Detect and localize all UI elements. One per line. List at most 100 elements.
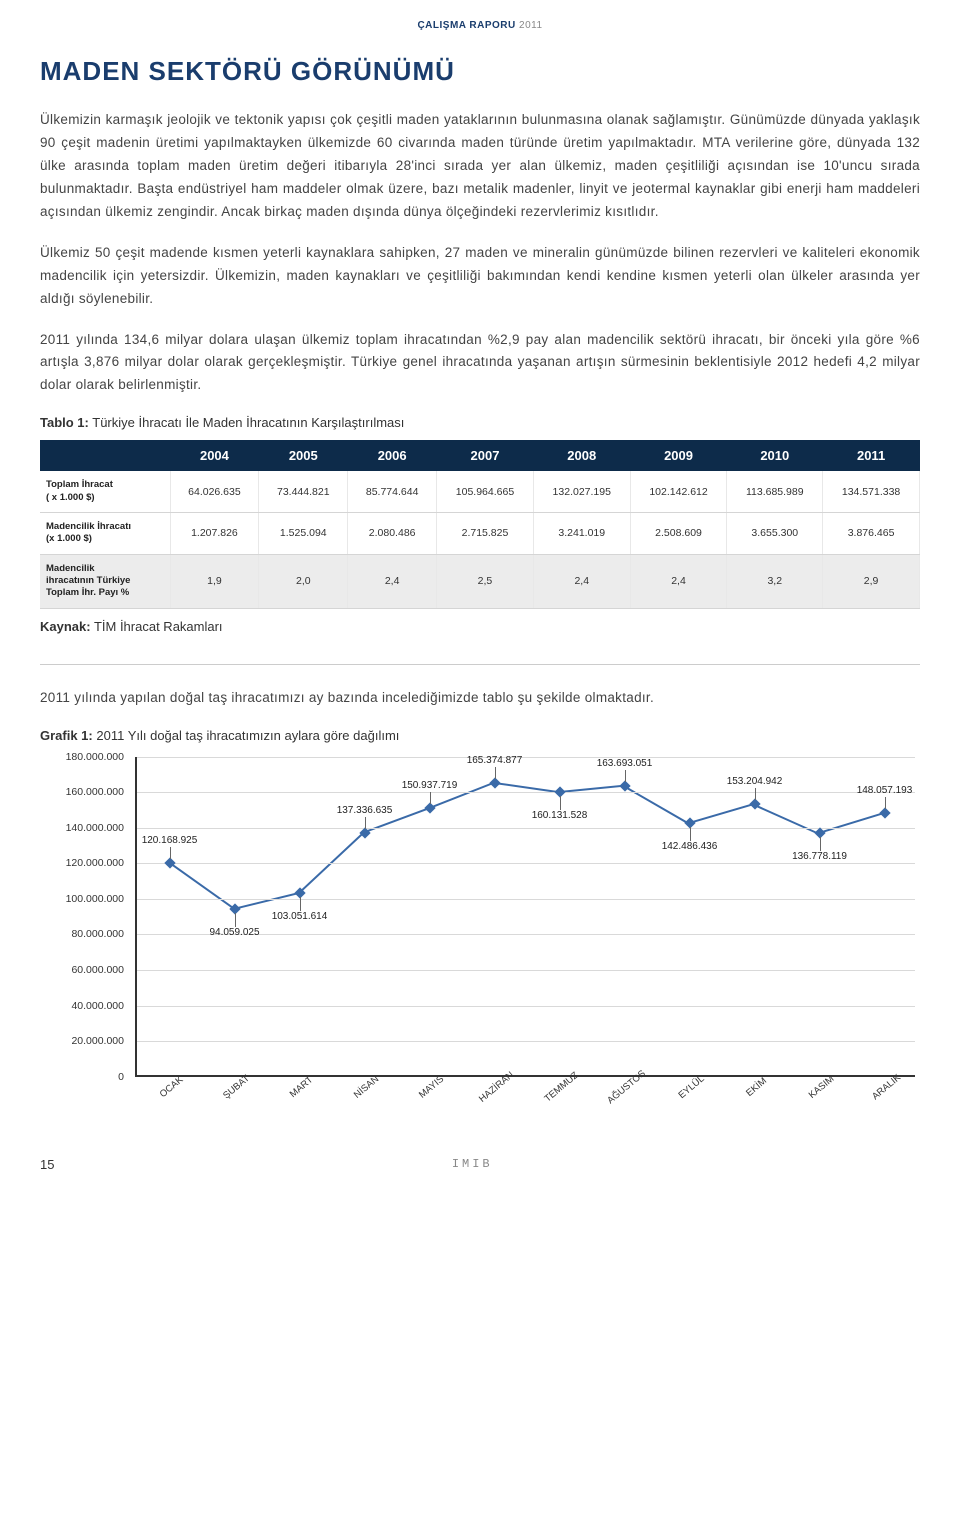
table-row: Madencilikihracatının TürkiyeToplam İhr.… bbox=[40, 554, 920, 608]
chart1-leader bbox=[885, 797, 886, 809]
separator bbox=[40, 664, 920, 665]
table1-cell: 2,4 bbox=[348, 554, 437, 608]
table1-year-header: 2008 bbox=[533, 440, 630, 471]
chart1-ytick: 180.000.000 bbox=[40, 751, 130, 763]
chart1-gridline bbox=[137, 757, 915, 758]
chart1-line bbox=[137, 757, 915, 1075]
chart1-caption: Grafik 1: 2011 Yılı doğal taş ihracatımı… bbox=[40, 728, 920, 743]
table1-cell: 3,2 bbox=[727, 554, 823, 608]
page-title: MADEN SEKTÖRÜ GÖRÜNÜMÜ bbox=[40, 56, 920, 87]
table1-year-header: 2004 bbox=[170, 440, 259, 471]
report-header: ÇALIŞMA RAPORU 2011 bbox=[40, 20, 920, 31]
table1-cell: 2,4 bbox=[533, 554, 630, 608]
chart1-xlabel: OCAK bbox=[157, 1074, 185, 1100]
paragraph-after-table: 2011 yılında yapılan doğal taş ihracatım… bbox=[40, 687, 920, 710]
table1-row-label: Madencilik İhracatı(x 1.000 $) bbox=[40, 513, 170, 555]
table1-cell: 85.774.644 bbox=[348, 471, 437, 512]
chart1-ytick: 140.000.000 bbox=[40, 822, 130, 834]
chart1-caption-bold: Grafik 1: bbox=[40, 728, 93, 743]
table1-caption-rest: Türkiye İhracatı İle Maden İhracatının K… bbox=[89, 415, 405, 430]
chart1-ytick: 0 bbox=[40, 1071, 130, 1083]
chart1-gridline bbox=[137, 1006, 915, 1007]
chart1-leader bbox=[690, 827, 691, 841]
table1-row-label: Toplam İhracat( x 1.000 $) bbox=[40, 471, 170, 512]
table1-cell: 105.964.665 bbox=[437, 471, 534, 512]
footer-logo: IMIB bbox=[74, 1157, 870, 1171]
chart1-ytick: 100.000.000 bbox=[40, 893, 130, 905]
table1-year-header: 2010 bbox=[727, 440, 823, 471]
table1-caption: Tablo 1: Türkiye İhracatı İle Maden İhra… bbox=[40, 415, 920, 430]
chart1-leader bbox=[430, 792, 431, 804]
table1-cell: 2,0 bbox=[259, 554, 348, 608]
table1-year-header: 2006 bbox=[348, 440, 437, 471]
table1-cell: 2,5 bbox=[437, 554, 534, 608]
chart1-ytick: 20.000.000 bbox=[40, 1035, 130, 1047]
chart1-xlabel: NİSAN bbox=[351, 1073, 380, 1100]
chart1-value-label: 94.059.025 bbox=[209, 927, 259, 938]
chart1-value-label: 142.486.436 bbox=[662, 841, 718, 852]
table1-cell: 3.241.019 bbox=[533, 513, 630, 555]
report-year: 2011 bbox=[519, 20, 543, 31]
chart1-leader bbox=[300, 897, 301, 911]
table1-cell: 1.525.094 bbox=[259, 513, 348, 555]
table1-cell: 134.571.338 bbox=[823, 471, 920, 512]
chart1: 0 20.000.000 40.000.000 60.000.000 80.000.00… bbox=[40, 757, 920, 1117]
chart1-value-label: 163.693.051 bbox=[597, 758, 653, 769]
chart1-xlabel: EKİM bbox=[744, 1075, 769, 1098]
chart1-gridline bbox=[137, 899, 915, 900]
chart1-ytick: 60.000.000 bbox=[40, 964, 130, 976]
chart1-value-label: 165.374.877 bbox=[467, 755, 523, 766]
table1-cell: 2,9 bbox=[823, 554, 920, 608]
chart1-value-label: 153.204.942 bbox=[727, 776, 783, 787]
chart1-ytick: 120.000.000 bbox=[40, 857, 130, 869]
table1-cell: 132.027.195 bbox=[533, 471, 630, 512]
chart1-gridline bbox=[137, 792, 915, 793]
table1: 20042005200620072008200920102011 Toplam … bbox=[40, 440, 920, 608]
chart1-value-label: 160.131.528 bbox=[532, 810, 588, 821]
chart1-value-label: 103.051.614 bbox=[272, 911, 328, 922]
chart1-leader bbox=[625, 770, 626, 782]
table-row: Toplam İhracat( x 1.000 $)64.026.63573.4… bbox=[40, 471, 920, 512]
table1-year-header: 2005 bbox=[259, 440, 348, 471]
chart1-leader bbox=[755, 788, 756, 800]
chart1-ytick: 40.000.000 bbox=[40, 1000, 130, 1012]
chart1-ytick: 160.000.000 bbox=[40, 786, 130, 798]
table1-cell: 2.508.609 bbox=[630, 513, 727, 555]
chart1-xlabel: MART bbox=[287, 1074, 315, 1100]
table1-cell: 2.715.825 bbox=[437, 513, 534, 555]
table1-cell: 1,9 bbox=[170, 554, 259, 608]
table-row: Madencilik İhracatı(x 1.000 $)1.207.8261… bbox=[40, 513, 920, 555]
chart1-xlabel: MAYIS bbox=[416, 1073, 445, 1100]
report-title: ÇALIŞMA RAPORU bbox=[417, 20, 515, 31]
table1-cell: 3.655.300 bbox=[727, 513, 823, 555]
table1-cell: 73.444.821 bbox=[259, 471, 348, 512]
chart1-xlabel: ŞUBAT bbox=[221, 1073, 252, 1101]
chart1-leader bbox=[235, 913, 236, 927]
chart1-leader bbox=[170, 847, 171, 859]
chart1-caption-rest: 2011 Yılı doğal taş ihracatımızın aylara… bbox=[93, 728, 400, 743]
table1-source: Kaynak: TİM İhracat Rakamları bbox=[40, 619, 920, 634]
table1-cell: 102.142.612 bbox=[630, 471, 727, 512]
table1-year-header: 2009 bbox=[630, 440, 727, 471]
chart1-leader bbox=[495, 767, 496, 779]
paragraph-2: Ülkemiz 50 çeşit madende kısmen yeterli … bbox=[40, 242, 920, 311]
table1-caption-bold: Tablo 1: bbox=[40, 415, 89, 430]
table1-header-blank bbox=[40, 440, 170, 471]
table1-cell: 113.685.989 bbox=[727, 471, 823, 512]
paragraph-1: Ülkemizin karmaşık jeolojik ve tektonik … bbox=[40, 109, 920, 224]
chart1-gridline bbox=[137, 1041, 915, 1042]
chart1-leader bbox=[365, 817, 366, 829]
chart1-value-label: 150.937.719 bbox=[402, 780, 458, 791]
page-footer: 15 IMIB bbox=[40, 1157, 920, 1172]
chart1-gridline bbox=[137, 863, 915, 864]
table1-cell: 1.207.826 bbox=[170, 513, 259, 555]
chart1-leader bbox=[560, 796, 561, 810]
chart1-value-label: 137.336.635 bbox=[337, 805, 393, 816]
table1-row-label: Madencilikihracatının TürkiyeToplam İhr.… bbox=[40, 554, 170, 608]
chart1-gridline bbox=[137, 970, 915, 971]
chart1-value-label: 136.778.119 bbox=[792, 851, 847, 862]
table1-year-header: 2007 bbox=[437, 440, 534, 471]
chart1-ytick: 80.000.000 bbox=[40, 928, 130, 940]
table1-cell: 3.876.465 bbox=[823, 513, 920, 555]
table1-cell: 2,4 bbox=[630, 554, 727, 608]
